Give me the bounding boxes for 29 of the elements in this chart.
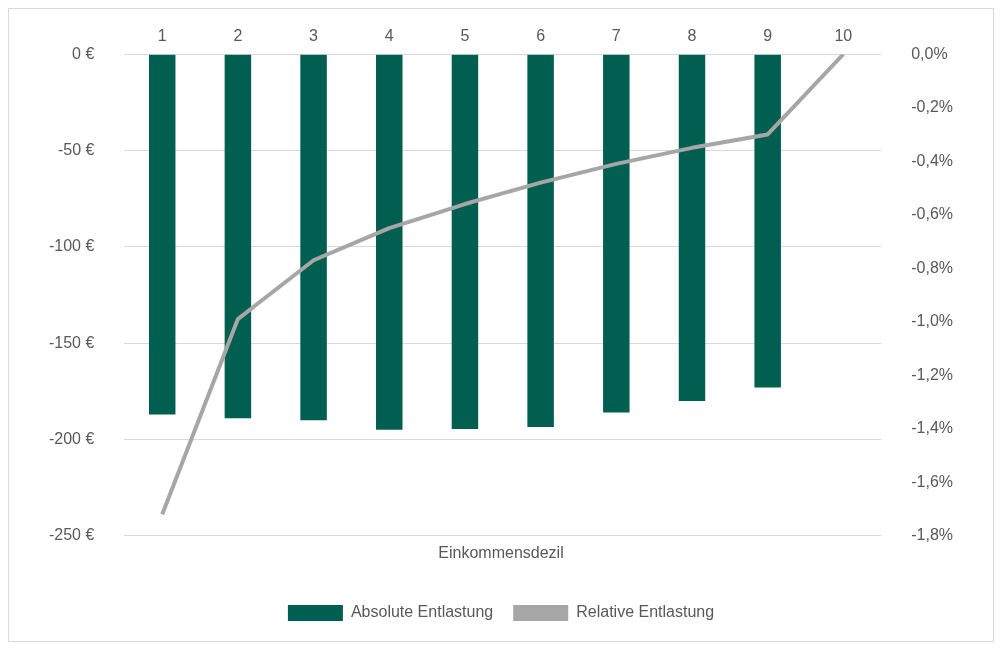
x-tick-label: 9 xyxy=(763,27,773,45)
x-tick-label: 8 xyxy=(687,27,697,45)
legend-label: Relative Entlastung xyxy=(576,603,715,621)
y2-tick-label: -0,8% xyxy=(911,258,953,276)
x-tick-label: 6 xyxy=(536,27,546,45)
x-tick-label: 3 xyxy=(309,27,319,45)
x-tick-label: 5 xyxy=(460,27,470,45)
y-tick-label: -100 € xyxy=(48,237,95,255)
x-tick-label: 7 xyxy=(611,27,621,45)
y2-tick-label: -1,0% xyxy=(911,312,953,330)
y2-tick-label: -1,2% xyxy=(911,365,953,383)
x-tick-label: 1 xyxy=(157,27,167,45)
x-tick-label: 10 xyxy=(834,27,853,45)
y-tick-label: -50 € xyxy=(57,140,95,158)
y2-tick-label: -1,6% xyxy=(911,472,953,490)
y2-tick-label: -1,4% xyxy=(911,419,953,437)
legend-label: Absolute Entlastung xyxy=(350,603,494,621)
y-tick-label: -200 € xyxy=(48,429,95,447)
y2-tick-label: -1,8% xyxy=(911,526,953,544)
y2-tick-label: 0,0% xyxy=(911,44,948,62)
y2-tick-label: -0,4% xyxy=(911,151,953,169)
x-axis-title: Einkommensdezil xyxy=(438,544,564,562)
y2-tick-label: -0,2% xyxy=(911,98,953,116)
x-tick-label: 2 xyxy=(233,27,243,45)
y2-tick-label: -0,6% xyxy=(911,205,953,223)
x-tick-label: 4 xyxy=(384,27,394,45)
y-tick-label: -150 € xyxy=(48,333,95,351)
y-tick-label: -250 € xyxy=(48,526,95,544)
y-tick-label: 0 € xyxy=(72,44,95,62)
